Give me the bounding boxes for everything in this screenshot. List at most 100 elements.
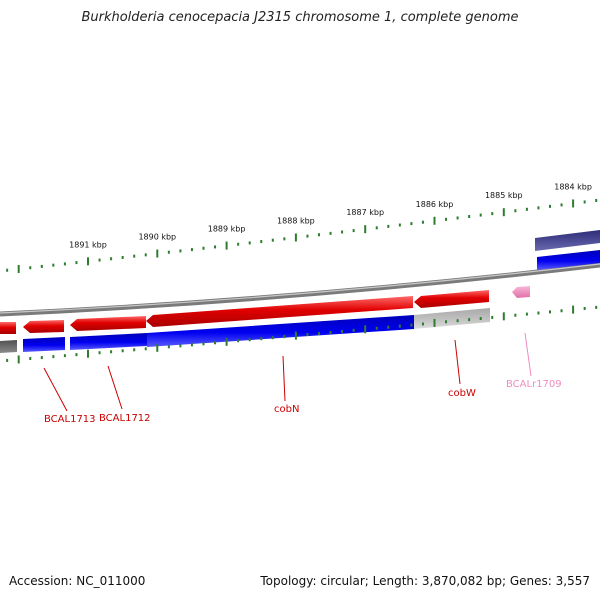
major-tick (294, 331, 297, 340)
minor-tick (121, 255, 124, 259)
major-tick (225, 337, 228, 346)
minor-tick (237, 339, 240, 343)
minor-tick (6, 268, 9, 272)
gene-label-bcal1712[interactable]: BCAL1712 (99, 413, 151, 424)
gene-arrow-bcal1713[interactable] (23, 320, 64, 333)
major-tick (87, 257, 89, 266)
minor-tick (40, 264, 43, 268)
gene-label-cobw[interactable]: cobW (448, 388, 476, 399)
map-title: Burkholderia cenocepacia J2315 chromosom… (81, 10, 519, 25)
minor-tick (248, 338, 251, 342)
minor-tick (468, 318, 471, 322)
minor-tick (133, 254, 136, 258)
blue-block-bcal1713[interactable] (23, 337, 65, 352)
blue-feature-block-upper[interactable] (537, 250, 600, 270)
major-tick (433, 216, 436, 225)
minor-tick (583, 200, 586, 204)
gene-arrow-cobw[interactable] (414, 290, 489, 308)
gene-label-bcal1713[interactable]: BCAL1713 (44, 414, 96, 425)
tick-label: 1890 kbp (138, 233, 176, 242)
minor-tick (52, 263, 55, 267)
minor-tick (387, 224, 390, 228)
minor-tick (167, 345, 170, 349)
minor-tick (560, 203, 563, 207)
minor-tick (514, 209, 517, 213)
minor-tick (144, 253, 147, 257)
minor-tick (52, 355, 55, 359)
minor-tick (491, 212, 494, 216)
minor-tick (63, 354, 66, 358)
major-tick (156, 343, 159, 352)
minor-tick (375, 226, 378, 230)
gene-arrow-cobn[interactable] (146, 296, 413, 327)
minor-tick (63, 262, 66, 266)
minor-tick (595, 305, 598, 309)
dark-gray-block[interactable] (0, 340, 17, 353)
gene-arrow-bcalr1709[interactable] (512, 286, 530, 298)
minor-tick (283, 237, 286, 241)
gene-arrow-partial[interactable] (0, 322, 16, 334)
blue-block-bcal1712[interactable] (70, 333, 147, 350)
minor-tick (537, 206, 540, 210)
upper-right-features (535, 230, 600, 270)
major-tick (502, 208, 505, 217)
minor-tick (352, 328, 355, 332)
minor-tick (341, 230, 344, 234)
accession-text: Accession: NC_011000 (9, 574, 146, 588)
minor-tick (549, 204, 551, 208)
minor-tick (29, 357, 32, 361)
lower-tick-row (6, 305, 598, 364)
minor-tick (583, 307, 586, 311)
minor-tick (329, 330, 332, 334)
gene-arrow-bcal1712[interactable] (70, 316, 146, 331)
navy-feature-block[interactable] (535, 230, 600, 251)
gene-label-bcalr1709[interactable]: BCALr1709 (506, 379, 562, 390)
major-tick (433, 318, 436, 327)
gray-block-cobw[interactable] (414, 308, 490, 329)
major-tick (225, 241, 228, 250)
minor-tick (121, 349, 124, 353)
minor-tick (479, 213, 482, 217)
minor-tick (179, 344, 182, 348)
gene-blocks-lower (0, 308, 490, 353)
minor-tick (237, 242, 240, 246)
major-tick (572, 199, 575, 208)
minor-tick (98, 258, 101, 262)
minor-tick (179, 249, 182, 253)
blue-block-cobn[interactable] (147, 315, 414, 347)
minor-tick (318, 233, 320, 237)
major-tick (17, 355, 20, 364)
tick-label: 1884 kbp (554, 182, 592, 191)
minor-tick (387, 325, 390, 329)
minor-tick (514, 313, 517, 317)
tick-label: 1889 kbp (208, 225, 246, 234)
major-tick (156, 249, 159, 258)
major-tick (17, 264, 20, 273)
gene-label-cobn[interactable]: cobN (274, 404, 299, 415)
minor-tick (398, 324, 401, 328)
minor-tick (398, 223, 401, 227)
minor-tick (421, 322, 424, 326)
minor-tick (214, 341, 217, 345)
minor-tick (110, 257, 113, 261)
minor-tick (491, 315, 494, 319)
tick-label: 1887 kbp (346, 208, 384, 217)
minor-tick (352, 229, 355, 233)
tick-label: 1888 kbp (277, 216, 315, 225)
minor-tick (306, 333, 309, 337)
minor-tick (525, 312, 528, 316)
major-tick (364, 225, 367, 234)
minor-tick (341, 329, 344, 333)
minor-tick (549, 310, 551, 314)
minor-tick (271, 336, 274, 340)
minor-tick (479, 317, 482, 321)
minor-tick (456, 319, 459, 323)
minor-tick (144, 347, 147, 351)
major-tick (502, 312, 505, 321)
genome-summary-text: Topology: circular; Length: 3,870,082 bp… (260, 574, 590, 588)
upper-tick-labels: 1891 kbp 1890 kbp 1889 kbp 1888 kbp 1887 kbp… (69, 182, 592, 249)
minor-tick (133, 348, 136, 352)
minor-tick (537, 311, 540, 315)
minor-tick (525, 207, 528, 211)
